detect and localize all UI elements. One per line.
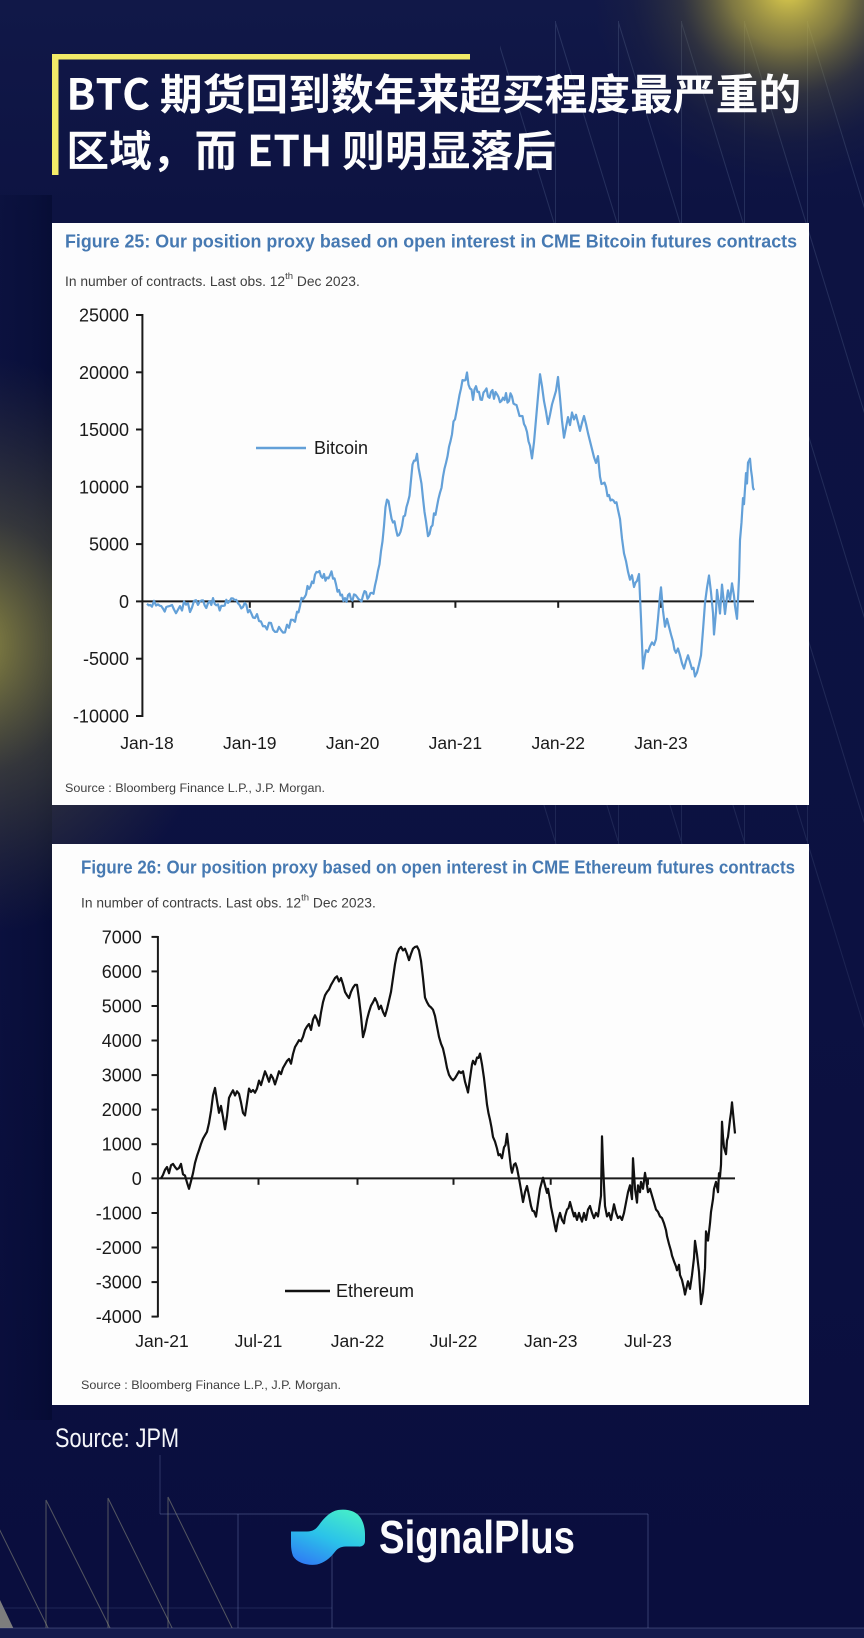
- svg-text:Jan-18: Jan-18: [120, 733, 174, 753]
- svg-text:-5000: -5000: [83, 649, 129, 669]
- svg-text:Jan-19: Jan-19: [223, 733, 277, 753]
- svg-text:7000: 7000: [102, 927, 142, 947]
- svg-text:1000: 1000: [102, 1135, 142, 1155]
- svg-text:-4000: -4000: [96, 1307, 142, 1327]
- svg-text:Figure 26: Our position proxy: Figure 26: Our position proxy based on o…: [81, 857, 795, 878]
- svg-text:SignalPlus: SignalPlus: [379, 1511, 575, 1563]
- svg-text:Jul-21: Jul-21: [235, 1331, 283, 1351]
- svg-text:-2000: -2000: [96, 1238, 142, 1258]
- svg-text:-10000: -10000: [73, 707, 129, 727]
- svg-text:Jan-22: Jan-22: [331, 1331, 385, 1351]
- svg-text:Source : Bloomberg Finance L.P: Source : Bloomberg Finance L.P., J.P. Mo…: [81, 1378, 341, 1392]
- svg-text:In number of contracts. Last o: In number of contracts. Last obs. 12th D…: [81, 893, 376, 911]
- svg-text:-3000: -3000: [96, 1273, 142, 1293]
- svg-text:20000: 20000: [79, 363, 129, 383]
- svg-text:Jan-22: Jan-22: [531, 733, 585, 753]
- svg-text:25000: 25000: [79, 306, 129, 326]
- svg-text:4000: 4000: [102, 1031, 142, 1051]
- svg-text:3000: 3000: [102, 1066, 142, 1086]
- svg-text:0: 0: [119, 592, 129, 612]
- svg-text:6000: 6000: [102, 962, 142, 982]
- svg-text:15000: 15000: [79, 420, 129, 440]
- svg-text:Ethereum: Ethereum: [336, 1281, 414, 1301]
- svg-text:5000: 5000: [89, 535, 129, 555]
- svg-text:Jan-23: Jan-23: [634, 733, 688, 753]
- svg-text:Jan-23: Jan-23: [524, 1331, 578, 1351]
- svg-text:2000: 2000: [102, 1100, 142, 1120]
- svg-text:Jan-21: Jan-21: [429, 733, 483, 753]
- svg-text:Jul-23: Jul-23: [624, 1331, 672, 1351]
- svg-text:Jan-21: Jan-21: [135, 1331, 189, 1351]
- svg-text:Bitcoin: Bitcoin: [314, 438, 368, 458]
- svg-text:5000: 5000: [102, 997, 142, 1017]
- svg-text:Source : Bloomberg Finance L.P: Source : Bloomberg Finance L.P., J.P. Mo…: [65, 781, 325, 795]
- svg-text:Figure 25: Our position proxy: Figure 25: Our position proxy based on o…: [65, 231, 797, 252]
- svg-text:10000: 10000: [79, 477, 129, 497]
- svg-text:Jan-20: Jan-20: [326, 733, 380, 753]
- svg-text:Jul-22: Jul-22: [430, 1331, 478, 1351]
- svg-text:-1000: -1000: [96, 1204, 142, 1224]
- svg-text:0: 0: [132, 1169, 142, 1189]
- svg-text:In number of contracts. Last o: In number of contracts. Last obs. 12th D…: [65, 271, 360, 289]
- svg-text:Source: JPM: Source: JPM: [55, 1423, 179, 1453]
